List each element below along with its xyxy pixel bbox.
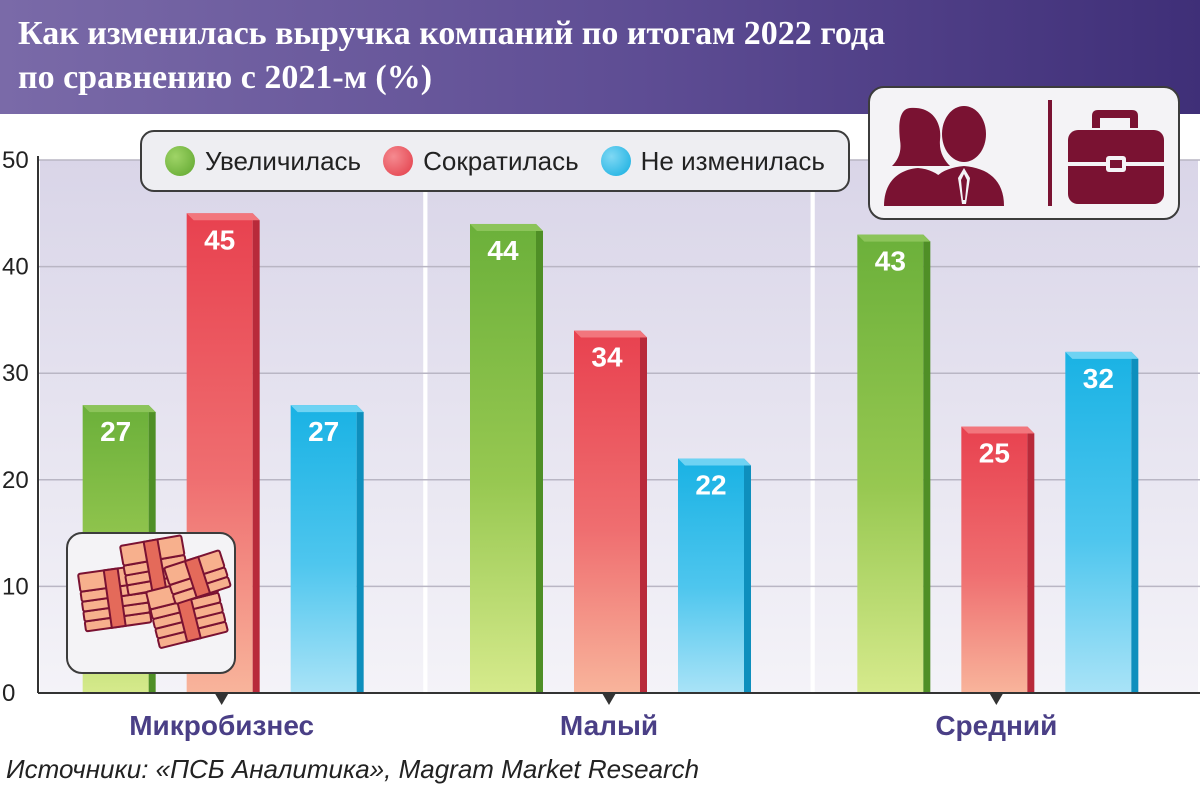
data-label: 27 [100, 416, 131, 447]
bar-top [186, 213, 260, 221]
data-label: 43 [875, 246, 906, 277]
x-tick-marker [214, 693, 229, 705]
company-icons-panel [868, 86, 1180, 220]
legend-swatch-decreased [383, 146, 414, 176]
chart-title: Как изменилась выручка компаний по итога… [18, 12, 1118, 100]
bar-top [961, 426, 1035, 434]
legend-item-unchanged: Не изменилась [600, 145, 825, 177]
data-label: 22 [695, 469, 726, 500]
bar [961, 426, 1028, 693]
chart-title-line-1: Как изменилась выручка компаний по итога… [18, 15, 886, 52]
data-label: 27 [308, 416, 339, 447]
y-tick-label: 40 [2, 254, 29, 281]
y-tick-label: 0 [2, 680, 15, 707]
money-icon-panel [66, 532, 236, 674]
legend-item-increased: Увеличилась [164, 145, 362, 177]
bar [470, 223, 536, 693]
bar [574, 330, 640, 693]
legend-swatch-increased [164, 146, 195, 176]
legend-label-unchanged: Не изменилась [640, 145, 825, 176]
bar [678, 458, 744, 693]
data-label: 25 [979, 438, 1010, 469]
data-label: 34 [591, 342, 623, 373]
bar-top [470, 223, 543, 231]
legend-item-decreased: Сократилась [383, 146, 579, 177]
x-tick-label: Средний [935, 710, 1057, 741]
bar-side [923, 234, 931, 693]
legend-label-decreased: Сократилась [423, 145, 579, 176]
bar-top [290, 405, 364, 413]
bar-side [1131, 351, 1139, 693]
x-tick-label: Малый [560, 710, 658, 741]
legend-label-increased: Увеличилась [204, 145, 362, 176]
people-icon [884, 106, 1004, 206]
bar-top [82, 405, 156, 413]
bar-top [857, 234, 931, 242]
bar-top [678, 458, 751, 466]
bar-side [356, 405, 364, 693]
bar [857, 234, 924, 693]
y-tick-label: 30 [2, 360, 29, 387]
money-stack-icon [77, 534, 232, 649]
bar-side [536, 223, 543, 693]
x-tick-marker [602, 693, 616, 705]
legend: Увеличилась Сократилась Не изменилась [140, 130, 850, 192]
bar-side [744, 458, 751, 693]
data-label: 44 [487, 235, 519, 266]
y-tick-label: 50 [2, 147, 29, 174]
x-tick-marker [989, 693, 1004, 705]
legend-swatch-unchanged [600, 146, 631, 176]
bar-top [1065, 351, 1139, 359]
briefcase-icon [1068, 110, 1164, 204]
bar-chart: 27 45 27 44 34 22 43 25 32 0 10 20 30 40 50 Микробизне… [2, 147, 1200, 741]
bar-top [574, 330, 647, 338]
source-note: Источники: «ПСБ Аналитика», Magram Marke… [6, 754, 700, 784]
y-tick-label: 20 [2, 467, 29, 494]
bar-side [640, 330, 647, 693]
bar-side [1027, 426, 1035, 693]
bar [290, 405, 357, 693]
data-label: 32 [1083, 363, 1114, 394]
chart-title-line-2: по сравнению с 2021-м (%) [18, 59, 433, 96]
bar-side [252, 213, 260, 694]
x-tick-label: Микробизнес [129, 710, 314, 741]
y-tick-label: 10 [2, 573, 29, 600]
bar [1065, 351, 1132, 693]
data-label: 45 [204, 224, 235, 255]
